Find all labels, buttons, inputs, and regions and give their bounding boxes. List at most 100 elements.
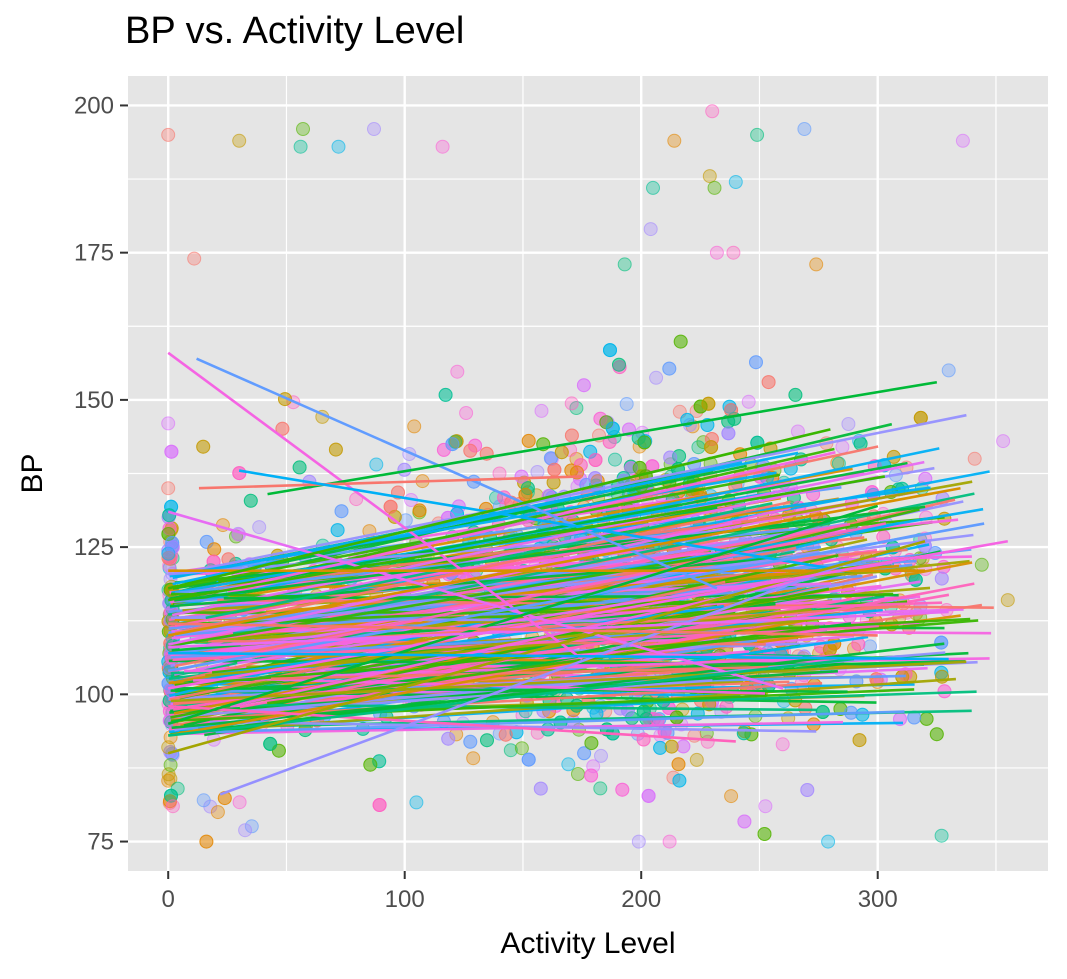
data-point (521, 752, 536, 767)
data-point (210, 805, 225, 820)
data-point (170, 781, 185, 796)
data-point (514, 741, 529, 756)
data-point (207, 542, 222, 557)
data-point (821, 834, 836, 849)
data-point (161, 527, 176, 541)
trend-line (174, 500, 791, 635)
trend-line (167, 486, 961, 637)
data-point (372, 754, 387, 769)
trend-line (167, 522, 887, 673)
y-tick-label: 150 (74, 387, 114, 414)
trend-line (271, 665, 769, 681)
data-point (588, 453, 603, 467)
data-point (161, 127, 176, 142)
data-point (372, 798, 387, 812)
data-point (705, 104, 720, 119)
data-point (749, 355, 763, 370)
data-point (293, 139, 308, 154)
data-point (653, 740, 668, 755)
trend-line (168, 657, 855, 737)
x-tick-label: 200 (621, 886, 661, 913)
data-point (704, 440, 719, 455)
data-point (459, 406, 474, 420)
data-point (955, 133, 970, 148)
data-point (409, 795, 424, 810)
data-point (161, 481, 176, 496)
data-point (702, 169, 717, 184)
data-point (564, 396, 579, 411)
trend-line (189, 533, 974, 634)
data-point (435, 139, 450, 154)
data-point (577, 746, 592, 761)
data-point (800, 783, 815, 797)
data-point (617, 257, 632, 272)
trend-line (267, 380, 938, 496)
data-point (468, 438, 483, 453)
data-point (643, 222, 658, 237)
data-point (929, 727, 944, 742)
y-axis-title: BP (16, 453, 49, 493)
data-point (775, 737, 790, 752)
data-point (673, 334, 688, 349)
y-tick-label: 200 (74, 92, 114, 119)
data-point (941, 363, 956, 378)
data-point (514, 469, 529, 484)
data-point (263, 736, 278, 751)
data-point (161, 416, 176, 431)
data-point (275, 421, 290, 436)
data-point (407, 419, 422, 434)
data-point (809, 257, 824, 272)
data-point (667, 133, 682, 148)
data-point (196, 793, 211, 808)
data-point (161, 740, 176, 755)
data-point (369, 457, 384, 472)
data-point (232, 466, 247, 481)
data-point (641, 788, 656, 803)
trend-line (219, 557, 860, 796)
trend-line (167, 617, 815, 737)
data-point (676, 739, 691, 754)
data-point (463, 734, 478, 749)
data-point (503, 743, 518, 758)
data-point (561, 757, 576, 772)
data-point (707, 180, 722, 195)
data-point (719, 699, 734, 714)
trend-line (215, 710, 905, 734)
trend-line (174, 505, 926, 602)
trend-line (268, 608, 812, 671)
trend-line (167, 539, 1009, 690)
trend-line (167, 428, 831, 590)
trend-line (174, 686, 848, 693)
data-point (463, 443, 478, 458)
data-point (450, 364, 465, 379)
data-point (822, 642, 837, 657)
data-point (919, 711, 934, 726)
data-point (232, 795, 247, 810)
data-point (636, 704, 651, 719)
data-point (367, 122, 381, 136)
x-tick-label: 0 (162, 886, 175, 913)
data-point (663, 450, 678, 465)
data-point (605, 421, 620, 436)
data-point (664, 739, 679, 754)
axes: 0 100 200 300 75 100 125 150 175 200 (74, 92, 898, 913)
data-point (967, 451, 982, 466)
data-point (750, 127, 765, 142)
trend-line (167, 475, 886, 602)
data-point (466, 751, 481, 766)
trend-line (174, 616, 787, 624)
data-point (934, 828, 949, 843)
data-point (196, 439, 211, 454)
data-point (292, 460, 307, 475)
data-point (334, 504, 349, 519)
data-point (438, 387, 453, 402)
data-point (701, 396, 716, 411)
y-tick-label: 75 (87, 829, 114, 856)
data-point (737, 814, 752, 829)
data-point (758, 799, 773, 814)
data-point (161, 543, 176, 558)
data-point (533, 781, 548, 796)
data-point (232, 133, 247, 148)
trend-line (167, 510, 784, 690)
data-point (855, 707, 870, 722)
